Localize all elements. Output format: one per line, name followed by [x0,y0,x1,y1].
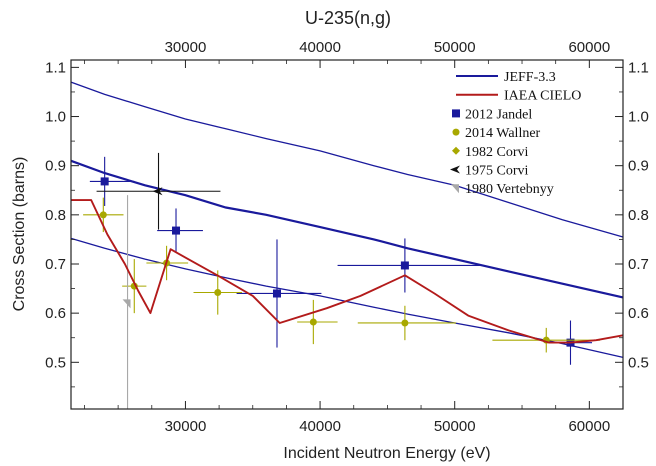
2014-wallner-point-3 [193,270,242,315]
2014-wallner-marker-4 [309,318,317,326]
y-tick-label-left-2: 0.7 [45,256,66,273]
jeff-lower-line [70,237,624,359]
model-lines [71,199,624,344]
legend-item-1982-corvi: 1982 Corvi [452,145,529,160]
2014-wallner-marker-5 [401,319,409,327]
legend-item-1980-vertebnyy: 1980 Vertebnyy [451,182,554,197]
x-tick-label-bottom-0: 30000 [165,418,207,435]
2012-jandel-marker-1 [172,226,181,235]
legend-triangle-1980-vertebnyy [451,184,459,194]
x-tick-label-top-3: 60000 [568,39,610,56]
y-tick-label-left-6: 1.1 [45,59,66,76]
y-tick-label-left-0: 0.5 [45,354,66,371]
legend-label-1975-corvi: 1975 Corvi [465,164,529,179]
2012-jandel-point-1 [157,208,203,253]
legend-label-iaea-cielo: IAEA CIELO [504,89,581,104]
y-tick-label-right-4: 0.9 [628,158,649,175]
y-tick-label-left-1: 0.6 [45,305,66,322]
y-tick-label-left-4: 0.9 [45,158,66,175]
legend-arrow-1975-corvi [450,165,460,174]
2012-jandel-marker-0 [100,177,109,186]
y-tick-label-right-2: 0.7 [628,256,649,273]
2012-jandel-point-3 [337,238,481,293]
legend-label-1982-corvi: 1982 Corvi [465,145,529,160]
1980-vertebnyy-point-0 [122,195,131,409]
right-y-tick-labels: 0.5 0.6 0.7 0.8 0.9 1.0 1.1 [628,59,649,371]
top-x-tick-labels: 30000 40000 50000 60000 [165,39,611,56]
legend-diamond-1982-corvi [452,146,460,155]
legend-label-2014-wallner: 2014 Wallner [465,126,541,141]
2012-jandel-point-2 [236,239,322,348]
jeff-central-line [70,159,624,299]
legend-item-1975-corvi: 1975 Corvi [450,164,529,179]
legend-label-2012-jandel: 2012 Jandel [465,107,532,122]
2014-wallner-marker-3 [214,289,222,297]
1980-vertebnyy-marker-0 [122,299,131,309]
bottom-x-tick-labels: 30000 40000 50000 60000 [165,418,611,435]
legend-label-jeff-3-3: JEFF-3.3 [504,70,556,85]
y-tick-label-right-0: 0.5 [628,354,649,371]
y-tick-label-left-5: 1.0 [45,109,66,126]
1975-corvi-marker-0 [152,187,163,196]
legend-item-iaea-cielo: IAEA CIELO [456,89,581,104]
1975-corvi-point-0 [96,152,221,230]
2012-jandel-point-0 [89,156,135,206]
legend-circle-2014-wallner [452,128,460,136]
legend: JEFF-3.3 IAEA CIELO 2012 Jandel 2014 Wallne… [450,70,581,197]
legend-square-2012-jandel [452,109,460,118]
y-tick-label-right-3: 0.8 [628,207,649,224]
y-tick-label-right-6: 1.1 [628,59,649,76]
x-tick-label-bottom-1: 40000 [299,418,341,435]
left-y-tick-labels: 0.5 0.6 0.7 0.8 0.9 1.0 1.1 [45,59,66,371]
legend-item-jeff-3-3: JEFF-3.3 [456,70,556,85]
jeff-upper-line [70,81,624,238]
y-tick-label-right-5: 1.0 [628,109,649,126]
chart-title: U-235(n,g) [305,8,391,28]
axis-ticks [71,60,623,409]
2014-wallner-point-5 [357,305,457,341]
iaea-cielo-line [71,199,624,344]
2014-wallner-point-4 [297,299,338,345]
2014-wallner-marker-0 [99,211,107,219]
legend-item-2014-wallner: 2014 Wallner [452,126,541,141]
x-tick-label-bottom-3: 60000 [568,418,610,435]
2012-jandel-marker-3 [400,261,409,270]
y-tick-label-left-3: 0.8 [45,207,66,224]
x-tick-label-top-0: 30000 [165,39,207,56]
x-axis-label: Incident Neutron Energy (eV) [283,445,490,462]
jeff-band-lines [70,81,624,359]
y-axis-label: Cross Section (barns) [11,157,28,312]
x-tick-label-top-2: 50000 [434,39,476,56]
legend-item-2012-jandel: 2012 Jandel [452,107,532,122]
2012-jandel-marker-2 [272,289,281,298]
y-tick-label-right-1: 0.6 [628,305,649,322]
plot-frame [70,59,624,410]
x-tick-label-top-1: 40000 [299,39,341,56]
legend-label-1980-vertebnyy: 1980 Vertebnyy [465,182,554,197]
2014-wallner-point-2 [146,245,189,281]
x-tick-label-bottom-2: 50000 [434,418,476,435]
